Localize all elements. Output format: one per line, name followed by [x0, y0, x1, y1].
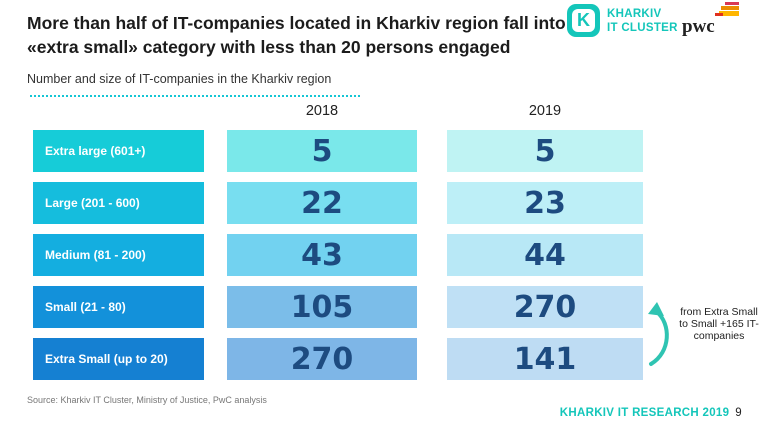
year-header-2019: 2019 — [528, 103, 562, 119]
curved-up-arrow-icon — [648, 302, 669, 366]
value-2019: 141 — [447, 338, 643, 380]
pwc-wordmark: pwc — [682, 16, 715, 37]
value-2018: 270 — [227, 338, 417, 380]
pwc-logo-icon — [715, 2, 739, 16]
chart-subtitle: Number and size of IT-companies in the K… — [27, 72, 332, 86]
value-2019: 5 — [447, 130, 643, 172]
logo-line-1: KHARKIV — [607, 8, 662, 20]
row-label: Small (21 - 80) — [33, 286, 204, 328]
page-number: 9 — [735, 407, 742, 419]
value-2019: 44 — [447, 234, 643, 276]
footer: KHARKIV IT RESEARCH 2019 9 — [560, 407, 742, 419]
value-2019: 270 — [447, 286, 643, 328]
row-label: Extra large (601+) — [33, 130, 204, 172]
value-2019: 23 — [447, 182, 643, 224]
value-2018: 43 — [227, 234, 417, 276]
value-2018: 5 — [227, 130, 417, 172]
value-2018: 22 — [227, 182, 417, 224]
row-label: Large (201 - 600) — [33, 182, 204, 224]
row-label: Medium (81 - 200) — [33, 234, 204, 276]
row-label: Extra Small (up to 20) — [33, 338, 204, 380]
year-header-2018: 2018 — [305, 103, 339, 119]
header-logos: K KHARKIV IT CLUSTER pwc — [565, 2, 755, 42]
logo-line-2: IT CLUSTER — [607, 22, 678, 34]
kharkiv-it-cluster-logo-icon: K — [567, 4, 600, 37]
page-title: More than half of IT-companies located i… — [27, 13, 566, 57]
subtitle-divider — [30, 95, 360, 97]
source-note: Source: Kharkiv IT Cluster, Ministry of … — [27, 395, 267, 405]
value-2018: 105 — [227, 286, 417, 328]
transition-note: from Extra Small to Small +165 IT-compan… — [679, 306, 759, 342]
footer-label: KHARKIV IT RESEARCH 2019 — [559, 407, 730, 419]
